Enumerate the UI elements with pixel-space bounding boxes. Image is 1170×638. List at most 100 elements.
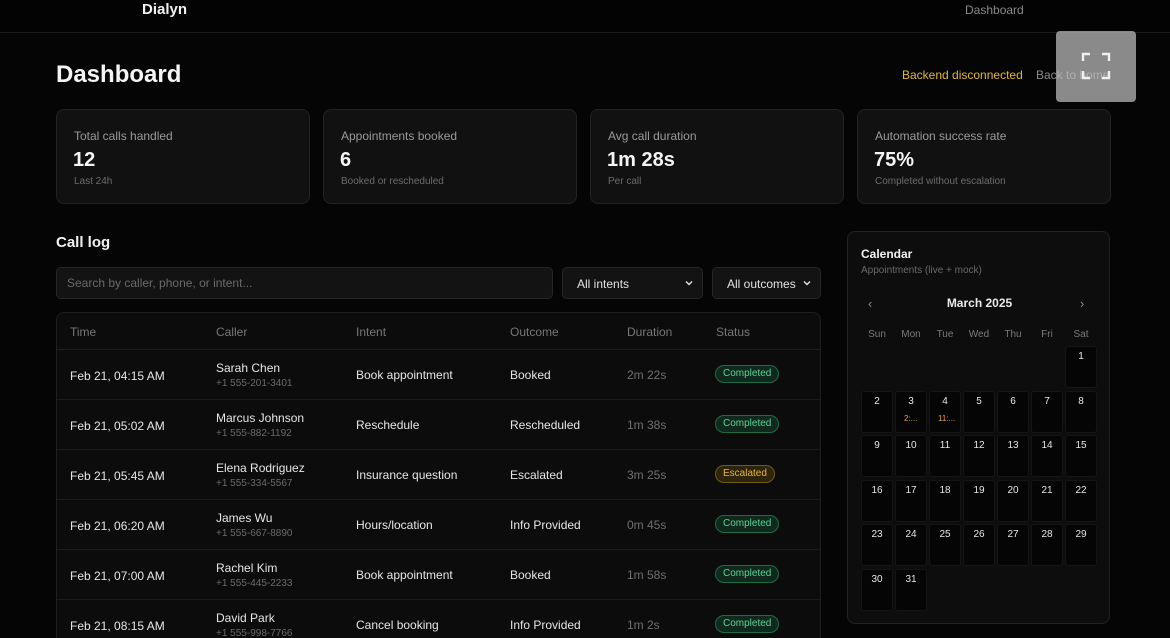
- weekday-label: Sat: [1073, 329, 1089, 340]
- calendar-day[interactable]: 28: [1031, 524, 1063, 566]
- calendar-day[interactable]: 16: [861, 479, 893, 522]
- caller-name: Rachel Kim: [216, 561, 278, 575]
- column-header-outcome[interactable]: Outcome: [510, 325, 559, 339]
- table-row[interactable]: Feb 21, 05:45 AM Elena Rodriguez +1 555-…: [57, 450, 820, 500]
- calendar-day[interactable]: 13: [997, 435, 1029, 477]
- brand-logo-text[interactable]: Dialyn: [142, 1, 188, 18]
- table-row[interactable]: Feb 21, 05:02 AM Marcus Johnson +1 555-8…: [57, 400, 820, 450]
- calendar-day[interactable]: 10: [895, 435, 927, 477]
- call-search-input[interactable]: [56, 267, 553, 299]
- calendar-day-number: 8: [1078, 395, 1084, 407]
- caller-phone: +1 555-998-7766: [216, 628, 293, 638]
- call-outcome: Info Provided: [510, 618, 581, 632]
- call-time: Feb 21, 06:20 AM: [70, 519, 165, 533]
- column-header-caller[interactable]: Caller: [216, 325, 248, 339]
- calendar-day[interactable]: 27: [997, 524, 1029, 566]
- column-header-time[interactable]: Time: [70, 325, 97, 339]
- table-row[interactable]: Feb 21, 07:00 AM Rachel Kim +1 555-445-2…: [57, 550, 820, 600]
- calendar-day-number: 31: [905, 573, 917, 585]
- call-intent: Insurance question: [356, 468, 458, 482]
- calendar-day-number: 16: [871, 484, 883, 496]
- calendar-day[interactable]: 24: [895, 524, 927, 566]
- status-badge: Completed: [715, 415, 780, 433]
- calendar-day[interactable]: 15: [1065, 435, 1097, 477]
- stat-caption: Last 24h: [74, 176, 113, 187]
- nav-link-dashboard[interactable]: Dashboard: [965, 3, 1024, 17]
- calendar-day-number: 10: [905, 440, 917, 451]
- calendar-day-number: 24: [905, 529, 917, 540]
- call-duration: 2m 22s: [627, 368, 667, 382]
- calendar-day[interactable]: 8: [1065, 390, 1097, 433]
- calendar-day[interactable]: 1: [1065, 346, 1097, 388]
- status-badge: Completed: [715, 365, 780, 383]
- chevron-right-icon[interactable]: ›: [1080, 296, 1085, 311]
- calendar-day[interactable]: 31: [895, 568, 927, 611]
- calendar-day-number: 7: [1044, 395, 1050, 407]
- call-intent: Hours/location: [356, 518, 433, 532]
- call-duration: 1m 2s: [627, 618, 660, 632]
- status-badge: Completed: [715, 565, 780, 583]
- chevron-left-icon[interactable]: ‹: [868, 296, 873, 311]
- weekday-label: Wed: [968, 329, 990, 340]
- calendar-event[interactable]: 2:...: [904, 413, 918, 423]
- calendar-day[interactable]: 22: [1065, 479, 1097, 522]
- calendar-day[interactable]: 7: [1031, 390, 1063, 433]
- calendar-day-number: 5: [976, 395, 982, 407]
- outcome-filter-select[interactable]: All outcomes: [712, 267, 821, 299]
- intent-filter-select[interactable]: All intents: [562, 267, 703, 299]
- call-duration: 1m 38s: [627, 418, 667, 432]
- calendar-day-number: 21: [1041, 484, 1053, 496]
- stat-card-avg-duration: Avg call duration 1m 28s Per call: [590, 109, 844, 204]
- calendar-day[interactable]: 29: [1065, 524, 1097, 566]
- calendar-day[interactable]: 12: [963, 435, 995, 477]
- calendar-day-number: 30: [871, 573, 883, 585]
- calendar-day[interactable]: 3 2:...: [895, 390, 927, 433]
- calendar-day[interactable]: 19: [963, 479, 995, 522]
- calendar-day[interactable]: 5: [963, 390, 995, 433]
- calendar-day[interactable]: 2: [861, 390, 893, 433]
- calendar-day[interactable]: 11: [929, 435, 961, 477]
- call-time: Feb 21, 05:02 AM: [70, 419, 165, 433]
- call-outcome: Booked: [510, 568, 551, 582]
- stat-value: 6: [340, 149, 352, 171]
- calendar-day[interactable]: 17: [895, 479, 927, 522]
- call-time: Feb 21, 08:15 AM: [70, 619, 165, 633]
- calendar-day-number: 11: [939, 440, 951, 451]
- calendar-day[interactable]: 4 11:...: [929, 390, 961, 433]
- calendar-day[interactable]: 9: [861, 435, 893, 477]
- column-header-duration[interactable]: Duration: [627, 325, 673, 339]
- stat-caption: Booked or rescheduled: [341, 176, 444, 187]
- column-header-intent[interactable]: Intent: [356, 325, 387, 339]
- call-duration: 1m 58s: [627, 568, 667, 582]
- calendar-day[interactable]: 20: [997, 479, 1029, 522]
- calendar-panel: Calendar Appointments (live + mock) Marc…: [847, 231, 1110, 624]
- call-duration: 3m 25s: [627, 468, 667, 482]
- status-badge: Completed: [715, 515, 780, 533]
- call-intent: Reschedule: [356, 418, 420, 432]
- calendar-day-number: 17: [905, 484, 917, 496]
- table-row[interactable]: Feb 21, 04:15 AM Sarah Chen +1 555-201-3…: [57, 350, 820, 400]
- calendar-event[interactable]: 11:...: [938, 413, 956, 423]
- calendar-day[interactable]: 14: [1031, 435, 1063, 477]
- calendar-day[interactable]: 23: [861, 524, 893, 566]
- calendar-day[interactable]: 26: [963, 524, 995, 566]
- table-row[interactable]: Feb 21, 06:20 AM James Wu +1 555-667-889…: [57, 500, 820, 550]
- table-header: Time Caller Intent Outcome Duration Stat…: [57, 313, 820, 350]
- calendar-day-number: 29: [1075, 529, 1087, 540]
- fullscreen-button[interactable]: [1056, 31, 1136, 102]
- calendar-day[interactable]: 21: [1031, 479, 1063, 522]
- top-navbar: Dialyn Dashboard: [0, 0, 1170, 33]
- calendar-day[interactable]: 30: [861, 568, 893, 611]
- calendar-day[interactable]: 18: [929, 479, 961, 522]
- call-time: Feb 21, 05:45 AM: [70, 469, 165, 483]
- calendar-day[interactable]: 6: [997, 390, 1029, 433]
- intent-filter-value: All intents: [577, 277, 630, 291]
- calendar-day-number: 22: [1075, 484, 1087, 496]
- call-outcome: Escalated: [510, 468, 563, 482]
- table-row[interactable]: Feb 21, 08:15 AM David Park +1 555-998-7…: [57, 600, 820, 638]
- status-badge: Escalated: [715, 465, 775, 483]
- column-header-status[interactable]: Status: [716, 325, 751, 339]
- page-title: Dashboard: [56, 61, 182, 88]
- calendar-day[interactable]: 25: [929, 524, 961, 566]
- call-outcome: Booked: [510, 368, 551, 382]
